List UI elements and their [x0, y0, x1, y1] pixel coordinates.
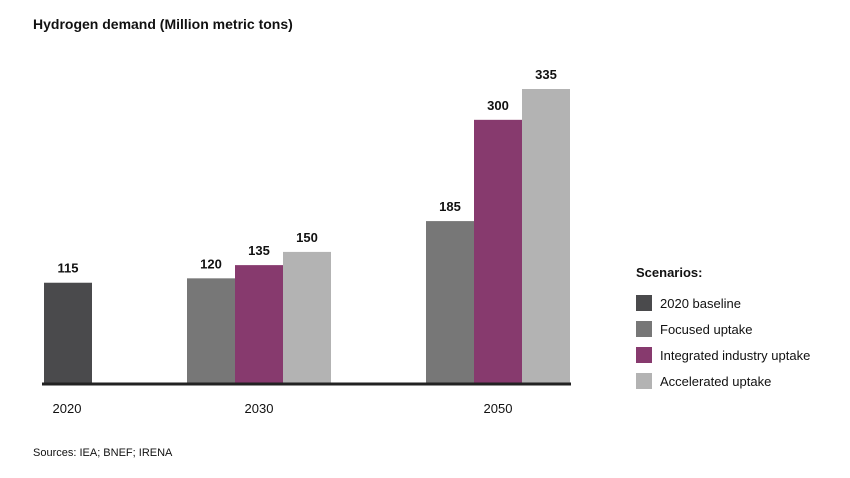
- x-tick-label: 2030: [245, 401, 274, 416]
- legend-items: 2020 baseline Focused uptake Integrated in…: [636, 290, 810, 394]
- source-note: Sources: IEA; BNEF; IRENA: [33, 447, 173, 459]
- legend-label: 2020 baseline: [660, 295, 741, 311]
- chart-title: Hydrogen demand (Million metric tons): [33, 16, 293, 32]
- legend-item: Accelerated uptake: [636, 368, 810, 394]
- x-tick-label: 2050: [484, 401, 513, 416]
- legend-item: Integrated industry uptake: [636, 342, 810, 368]
- legend-label: Integrated industry uptake: [660, 347, 811, 363]
- data-label: 335: [535, 67, 557, 82]
- legend-swatch: [636, 347, 652, 363]
- bar-2030-focused-uptake: [187, 278, 235, 384]
- legend-label: Focused uptake: [660, 321, 753, 337]
- bar-chart: 115 120 135 150 185 300 335 2020 2030 2050: [42, 67, 571, 416]
- legend-item: Focused uptake: [636, 316, 810, 342]
- bars-layer: 115 120 135 150 185 300 335: [44, 67, 570, 384]
- legend: Scenarios: 2020 baseline Focused uptake In…: [636, 265, 810, 394]
- legend-swatch: [636, 321, 652, 337]
- bar-2050-accelerated-uptake: [522, 89, 570, 384]
- bar-2030-accelerated-uptake: [283, 251, 331, 384]
- bar-2030-integrated-industry-uptake: [235, 265, 283, 384]
- data-label: 115: [58, 261, 79, 276]
- legend-item: 2020 baseline: [636, 290, 810, 316]
- bar-2020-2020-baseline: [44, 282, 92, 384]
- legend-swatch: [636, 295, 652, 311]
- data-label: 120: [200, 256, 222, 271]
- data-label: 135: [248, 243, 270, 258]
- legend-swatch: [636, 373, 652, 389]
- x-tick-label: 2020: [53, 401, 82, 416]
- legend-title: Scenarios:: [636, 265, 703, 280]
- legend-label: Accelerated uptake: [660, 373, 772, 389]
- data-label: 185: [439, 199, 461, 214]
- bar-2050-integrated-industry-uptake: [474, 119, 522, 384]
- x-tick-labels: 2020 2030 2050: [53, 401, 513, 416]
- data-label: 150: [296, 230, 318, 245]
- bar-2050-focused-uptake: [426, 221, 474, 384]
- data-label: 300: [487, 98, 509, 113]
